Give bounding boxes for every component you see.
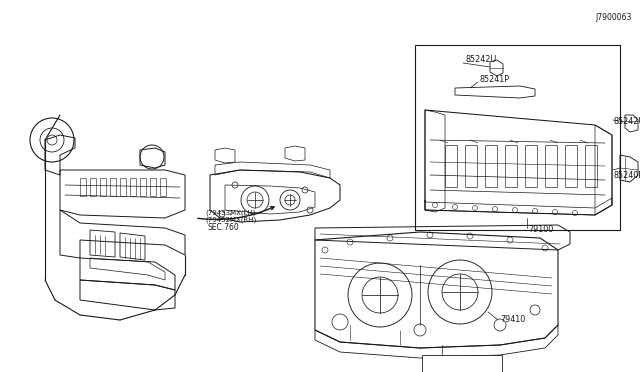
Bar [100, 178, 106, 196]
Bar [415, 45, 620, 230]
Bar [150, 178, 156, 196]
Text: J7900063: J7900063 [596, 13, 632, 22]
Bar [110, 178, 116, 196]
Bar [565, 145, 577, 187]
Bar [465, 145, 477, 187]
Bar [130, 178, 136, 196]
Text: 85240P: 85240P [614, 170, 640, 180]
Text: (79433MX(LH): (79433MX(LH) [205, 210, 255, 216]
Bar [545, 145, 557, 187]
Text: (79432MX(RH): (79432MX(RH) [205, 217, 256, 223]
Bar [160, 178, 166, 196]
Bar [80, 178, 86, 196]
Text: 79410: 79410 [500, 315, 525, 324]
Text: 85242U: 85242U [465, 55, 497, 64]
Text: 85242U: 85242U [614, 118, 640, 126]
Bar [505, 145, 517, 187]
Bar [140, 178, 146, 196]
Text: 79400: 79400 [430, 360, 455, 369]
Bar [422, 355, 502, 372]
Text: 79100: 79100 [528, 225, 553, 234]
Bar [485, 145, 497, 187]
Bar [445, 145, 457, 187]
Text: ( 2): ( 2) [452, 362, 464, 368]
Bar [120, 178, 126, 196]
Bar [525, 145, 537, 187]
Text: 85241P: 85241P [480, 76, 510, 84]
Text: SEC.760: SEC.760 [208, 224, 240, 232]
Bar [90, 178, 96, 196]
Bar [585, 145, 597, 187]
